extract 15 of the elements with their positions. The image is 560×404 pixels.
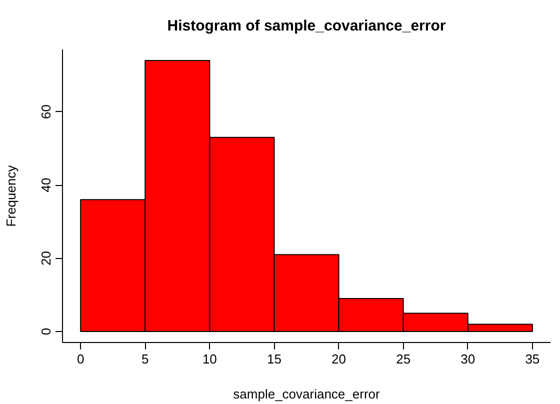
- x-tick-label: 30: [460, 352, 476, 366]
- chart-title: Histogram of sample_covariance_error: [167, 18, 446, 34]
- x-tick-label: 20: [332, 352, 346, 366]
- y-axis-title: Frequency: [4, 164, 18, 227]
- y-tick-label: 40: [38, 178, 54, 192]
- x-tick-label: 0: [76, 352, 84, 366]
- x-tick-label: 5: [142, 352, 149, 366]
- y-tick-label: 0: [38, 328, 54, 336]
- x-tick-label: 35: [525, 352, 540, 366]
- y-tick-label: 60: [38, 104, 54, 119]
- x-tick-label: 15: [266, 352, 282, 366]
- y-tick-label: 20: [38, 251, 54, 266]
- x-axis-title: sample_covariance_error: [233, 386, 381, 402]
- x-tick-label: 10: [202, 352, 217, 366]
- x-tick-label: 25: [396, 352, 411, 366]
